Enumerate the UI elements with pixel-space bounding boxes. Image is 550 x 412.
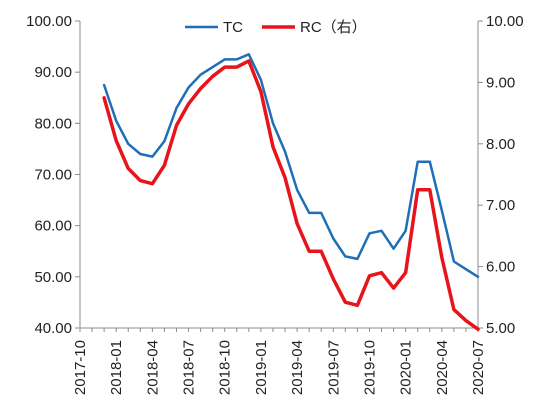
x-tick-label: 2018-10: [217, 340, 234, 395]
x-tick-label: 2019-04: [289, 340, 306, 395]
legend: TC RC（右）: [185, 19, 367, 36]
x-tick-label: 2018-07: [181, 340, 198, 395]
series-line-rc: [102, 59, 480, 331]
x-tick-label: 2019-07: [325, 340, 342, 395]
left-tick-label: 40.00: [34, 320, 72, 337]
x-tick-label: 2020-07: [470, 340, 487, 395]
x-tick-label: 2018-01: [108, 340, 125, 395]
left-tick-label: 100.00: [26, 13, 72, 30]
right-tick-label: 9.00: [486, 74, 515, 91]
x-ticks: 2017-10 2018-01 2018-04 2018-07 2018-10 2019-…: [72, 328, 487, 395]
series-layer: [102, 53, 480, 331]
legend-label: TC: [223, 19, 243, 36]
x-tick-label: 2019-01: [253, 340, 270, 395]
x-tick-label: 2017-10: [72, 340, 89, 395]
right-tick-label: 10.00: [486, 13, 524, 30]
right-tick-label: 5.00: [486, 320, 515, 337]
x-tick-label: 2020-01: [398, 340, 415, 395]
x-tick-label: 2019-10: [361, 340, 378, 395]
x-tick-label: 2018-04: [144, 340, 161, 395]
axes: [79, 21, 479, 329]
left-tick-label: 70.00: [34, 167, 72, 184]
left-tick-label: 50.00: [34, 269, 72, 286]
right-y-ticks: 5.00 6.00 7.00 8.00 9.00 10.00: [478, 13, 524, 337]
series-line-tc: [102, 53, 480, 279]
left-tick-label: 80.00: [34, 115, 72, 132]
left-tick-label: 60.00: [34, 218, 72, 235]
left-tick-label: 90.00: [34, 64, 72, 81]
legend-label: RC（右）: [300, 19, 367, 36]
right-tick-label: 8.00: [486, 136, 515, 153]
left-y-ticks: 40.00 50.00 60.00 70.00 80.00 90.00 100.00: [26, 13, 80, 337]
right-tick-label: 6.00: [486, 259, 515, 276]
x-tick-label: 2020-04: [434, 340, 451, 395]
right-tick-label: 7.00: [486, 197, 515, 214]
